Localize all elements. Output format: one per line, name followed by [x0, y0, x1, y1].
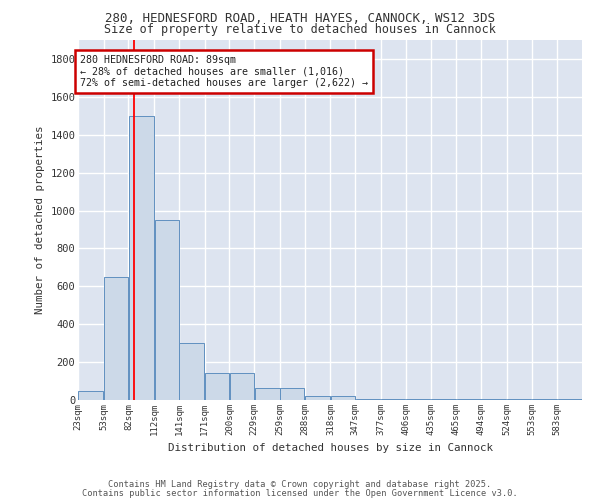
- Text: 280, HEDNESFORD ROAD, HEATH HAYES, CANNOCK, WS12 3DS: 280, HEDNESFORD ROAD, HEATH HAYES, CANNO…: [105, 12, 495, 26]
- Bar: [457, 399, 481, 400]
- Bar: [431, 399, 456, 400]
- Text: Contains public sector information licensed under the Open Government Licence v3: Contains public sector information licen…: [82, 488, 518, 498]
- Bar: [532, 399, 557, 400]
- Bar: [557, 399, 581, 400]
- X-axis label: Distribution of detached houses by size in Cannock: Distribution of detached houses by size …: [167, 444, 493, 454]
- Bar: [382, 399, 406, 400]
- Bar: [356, 399, 380, 400]
- Bar: [155, 220, 179, 400]
- Bar: [305, 396, 330, 400]
- Bar: [280, 388, 304, 400]
- Bar: [205, 374, 229, 400]
- Bar: [331, 396, 355, 400]
- Text: Size of property relative to detached houses in Cannock: Size of property relative to detached ho…: [104, 22, 496, 36]
- Bar: [507, 399, 531, 400]
- Bar: [104, 277, 128, 400]
- Bar: [481, 399, 506, 400]
- Bar: [254, 388, 280, 400]
- Bar: [79, 390, 103, 400]
- Bar: [406, 399, 430, 400]
- Y-axis label: Number of detached properties: Number of detached properties: [35, 126, 44, 314]
- Text: Contains HM Land Registry data © Crown copyright and database right 2025.: Contains HM Land Registry data © Crown c…: [109, 480, 491, 489]
- Bar: [179, 343, 204, 400]
- Bar: [230, 374, 254, 400]
- Bar: [129, 116, 154, 400]
- Text: 280 HEDNESFORD ROAD: 89sqm
← 28% of detached houses are smaller (1,016)
72% of s: 280 HEDNESFORD ROAD: 89sqm ← 28% of deta…: [80, 55, 368, 88]
